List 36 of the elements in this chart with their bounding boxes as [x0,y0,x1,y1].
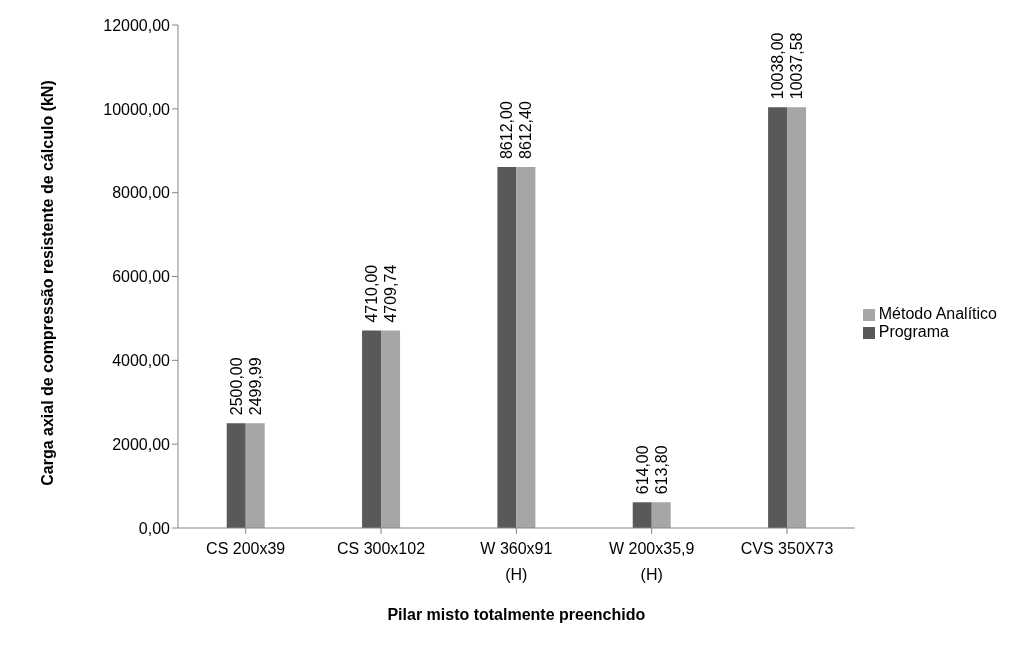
data-label: 2499,99 [246,357,264,416]
bar [381,330,401,528]
x-tick-label: CS 200x39 [206,540,286,557]
bar [245,423,265,528]
x-axis-title: Pilar misto totalmente preenchido [387,606,646,623]
y-tick-label: 0,00 [138,519,171,537]
data-label: 10038,00 [769,32,787,100]
y-tick-label: 8000,00 [112,184,171,202]
data-label: 4710,00 [363,264,381,323]
bar [787,107,807,528]
data-label: 10037,58 [788,32,806,100]
y-tick-label: 6000,00 [112,268,171,286]
bar [632,502,652,528]
y-tick-label: 4000,00 [112,352,171,370]
bar [516,167,536,528]
x-tick-label: CVS 350X73 [740,540,834,557]
y-tick-label: 12000,00 [103,16,171,34]
x-tick-label: W 200x35,9 (H) [609,540,695,583]
x-tick-label: W 360x91 (H) [480,540,553,583]
data-label: 4709,74 [382,264,400,323]
y-tick-label: 2000,00 [112,435,171,453]
bar [226,423,246,528]
bar [768,107,788,528]
data-label: 2500,00 [227,357,245,416]
data-label: 8612,40 [517,101,535,159]
legend-label: Programa [878,323,949,340]
data-label: 613,80 [652,445,670,495]
bar [651,502,671,528]
bar [497,167,517,528]
y-axis-title: Carga axial de compressão resistente de cálculo (kN) [38,79,57,488]
y-tick-label: 10000,00 [103,100,171,118]
bar [362,330,382,528]
x-tick-label: CS 300x102 [336,540,426,557]
legend-label: Método Analítico [878,305,997,322]
data-label: 8612,00 [498,101,516,160]
data-label: 614,00 [633,445,651,495]
